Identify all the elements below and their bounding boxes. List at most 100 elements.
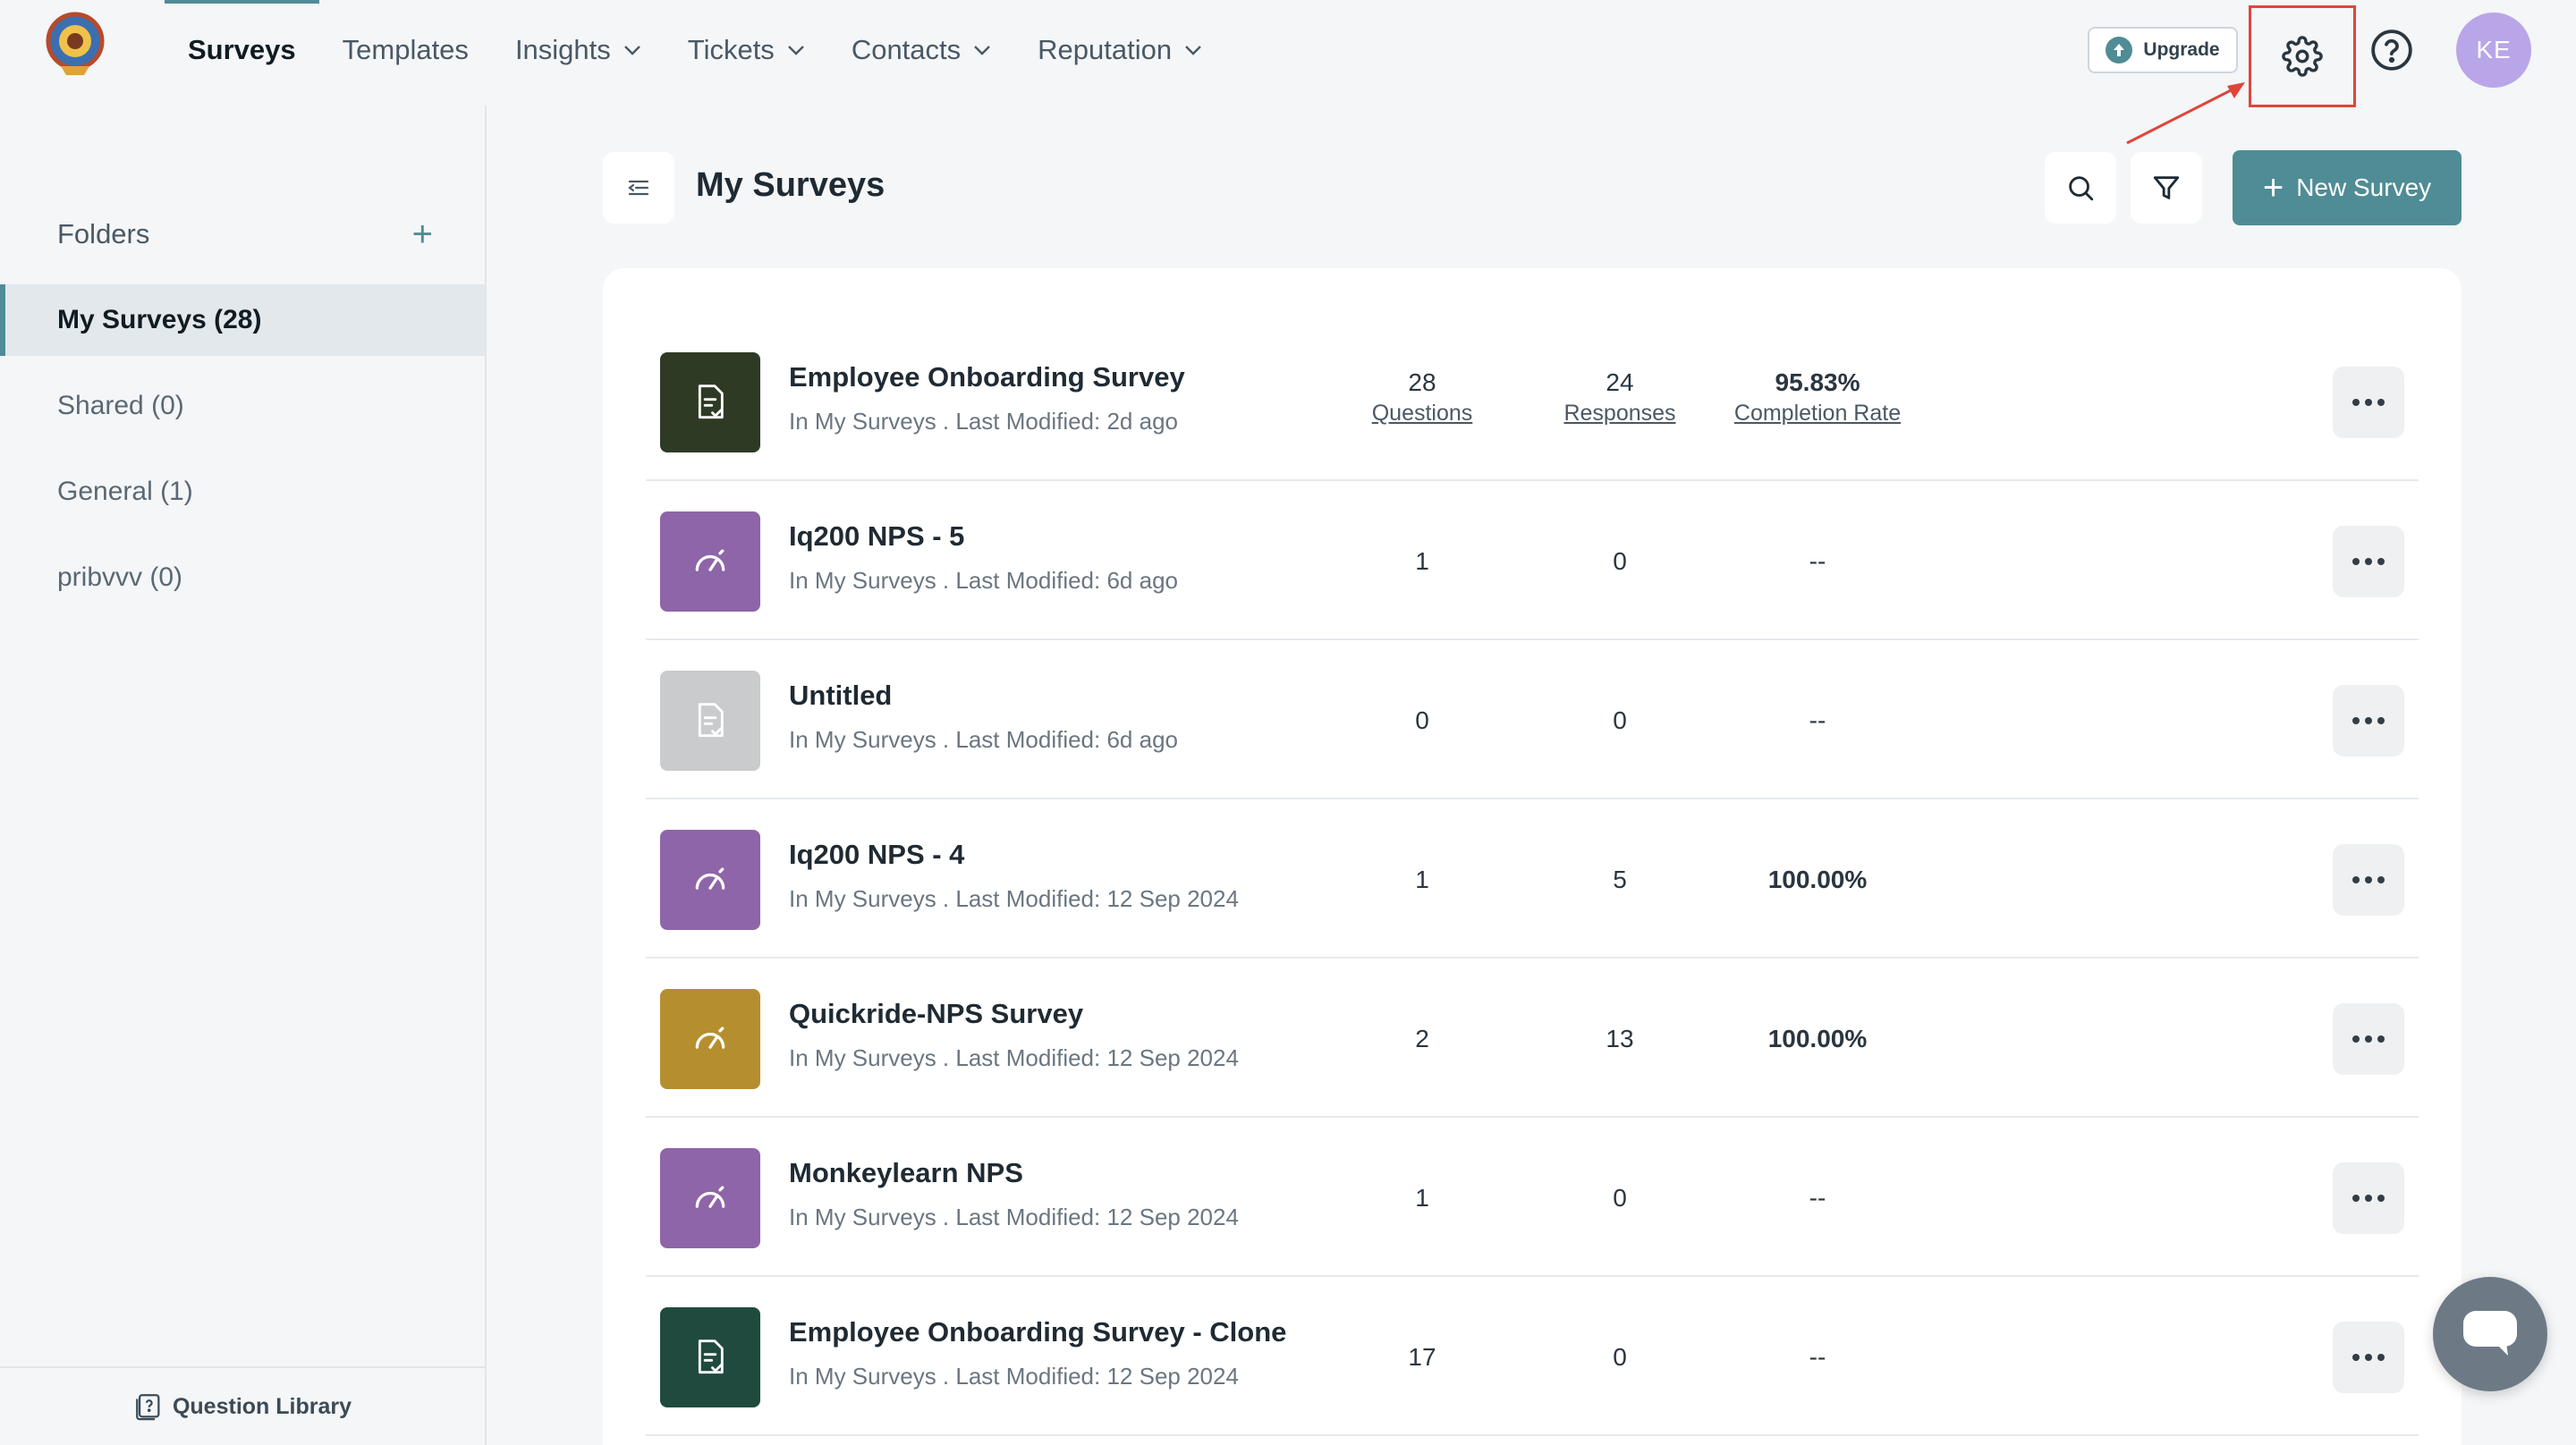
avatar[interactable]: KE [2456,13,2531,88]
dot-icon [2377,1035,2385,1043]
dot-icon [2352,1035,2360,1043]
folders-header: Folders + [57,216,433,252]
survey-row[interactable]: Monkeylearn NPS In My Surveys . Last Modi… [646,1118,2419,1277]
search-icon [2069,176,2094,201]
nav-item-contacts[interactable]: Contacts [828,0,1014,100]
brand-logo[interactable] [43,9,107,80]
new-survey-button[interactable]: + New Survey [2233,150,2462,225]
survey-title[interactable]: Iq200 NPS - 4 [789,839,965,870]
nav-item-reputation[interactable]: Reputation [1014,0,1225,100]
nav-item-insights[interactable]: Insights [492,0,665,100]
survey-row[interactable]: Employee Onboarding Survey In My Surveys … [646,322,2419,481]
survey-title[interactable]: Employee Onboarding Survey [789,361,1185,393]
nav-item-label: Templates [342,34,469,65]
survey-list-card: Employee Onboarding Survey In My Surveys … [603,268,2462,1445]
nav-item-label: Tickets [687,34,775,65]
stat-questions: 0 [1315,706,1530,735]
stat-label-responses[interactable]: Responses [1563,401,1676,426]
survey-title[interactable]: Iq200 NPS - 5 [789,520,965,552]
dot-icon [2365,558,2372,565]
more-options-button[interactable] [2333,1322,2404,1393]
stat-value: 0 [1415,706,1429,734]
more-options-button[interactable] [2333,1162,2404,1234]
stat-label-questions[interactable]: Questions [1371,401,1473,426]
question-library-button[interactable]: Question Library [0,1366,485,1445]
stat-value: -- [1809,1184,1826,1212]
survey-row[interactable]: Untitled In My Surveys . Last Modified: 6… [646,640,2419,799]
survey-title[interactable]: Employee Onboarding Survey - Clone [789,1316,1287,1348]
nav-item-templates[interactable]: Templates [319,0,492,100]
chevron-down-icon [623,46,640,55]
survey-row[interactable]: Quickride-NPS Survey In My Surveys . Last… [646,959,2419,1118]
dot-icon [2352,399,2360,406]
more-options-button[interactable] [2333,1003,2404,1075]
document-check-icon [698,1339,724,1374]
survey-row[interactable]: Employee Onboarding Survey - Clone In My … [646,1277,2419,1436]
gauge-icon [695,867,725,890]
survey-title[interactable]: Monkeylearn NPS [789,1157,1023,1188]
survey-meta: In My Surveys . Last Modified: 6d ago [789,567,1178,594]
dot-icon [2352,1354,2360,1361]
survey-thumbnail[interactable] [660,1148,760,1248]
stat-completion: 100.00% [1710,866,1925,894]
sidebar-folder-item[interactable]: My Surveys (28) [0,284,485,356]
help-button[interactable] [2367,25,2417,75]
sidebar-folder-item[interactable]: Shared (0) [57,391,184,420]
nav-item-label: Surveys [188,34,296,65]
survey-thumbnail[interactable] [660,671,760,771]
annotation-arrow [2126,82,2245,145]
nav-item-surveys[interactable]: Surveys [165,0,319,100]
survey-thumbnail[interactable] [660,1307,760,1407]
stat-questions: 1 [1315,866,1530,894]
stat-completion: -- [1710,706,1925,735]
survey-thumbnail[interactable] [660,511,760,612]
more-options-button[interactable] [2333,526,2404,597]
help-icon [2371,30,2412,71]
survey-row[interactable]: Iq200 NPS - 4 In My Surveys . Last Modifi… [646,799,2419,959]
stat-value: 13 [1606,1025,1634,1052]
survey-title[interactable]: Quickride-NPS Survey [789,998,1084,1029]
stat-value: 17 [1408,1343,1436,1371]
page-title: My Surveys [696,166,886,204]
stat-value: -- [1809,706,1826,734]
stat-questions: 28 Questions [1315,368,1530,427]
stat-completion: 100.00% [1710,1025,1925,1053]
upgrade-button[interactable]: Upgrade [2088,27,2238,73]
dot-icon [2377,399,2385,406]
nav-item-tickets[interactable]: Tickets [665,0,828,100]
sidebar-folder-item[interactable]: General (1) [57,477,193,506]
stat-label-completion[interactable]: Completion Rate [1733,401,1902,426]
dot-icon [2352,558,2360,565]
survey-row[interactable]: Iq200 NPS - 5 In My Surveys . Last Modifi… [646,481,2419,640]
sidebar-folder-item[interactable]: pribvvv (0) [57,562,183,592]
new-survey-label: New Survey [2296,173,2432,201]
more-options-button[interactable] [2333,685,2404,756]
stat-value: 100.00% [1767,1025,1868,1052]
chat-icon [2463,1311,2517,1356]
survey-thumbnail[interactable] [660,352,760,452]
stat-value: -- [1809,1343,1826,1371]
dot-icon [2352,717,2360,724]
more-options-button[interactable] [2333,844,2404,916]
survey-thumbnail[interactable] [660,830,760,930]
upgrade-label: Upgrade [2143,39,2220,60]
chevron-down-icon [787,46,804,55]
filter-button[interactable] [2131,152,2202,224]
more-options-button[interactable] [2333,367,2404,438]
search-button[interactable] [2045,152,2116,224]
dot-icon [2365,1195,2372,1202]
dot-icon [2352,1195,2360,1202]
chat-button[interactable] [2433,1277,2547,1391]
stat-value: 1 [1415,547,1429,575]
settings-button[interactable] [2249,5,2356,107]
add-folder-button[interactable]: + [411,215,433,254]
survey-thumbnail[interactable] [660,989,760,1089]
top-nav: Surveys Templates Insights Tickets Contacts R… [0,0,2576,107]
stat-responses: 0 [1513,706,1727,735]
dot-icon [2365,1354,2372,1361]
document-check-icon [698,384,724,419]
dot-icon [2377,1354,2385,1361]
stat-value: 0 [1613,1343,1627,1371]
survey-title[interactable]: Untitled [789,680,893,711]
collapse-sidebar-button[interactable] [603,152,674,224]
